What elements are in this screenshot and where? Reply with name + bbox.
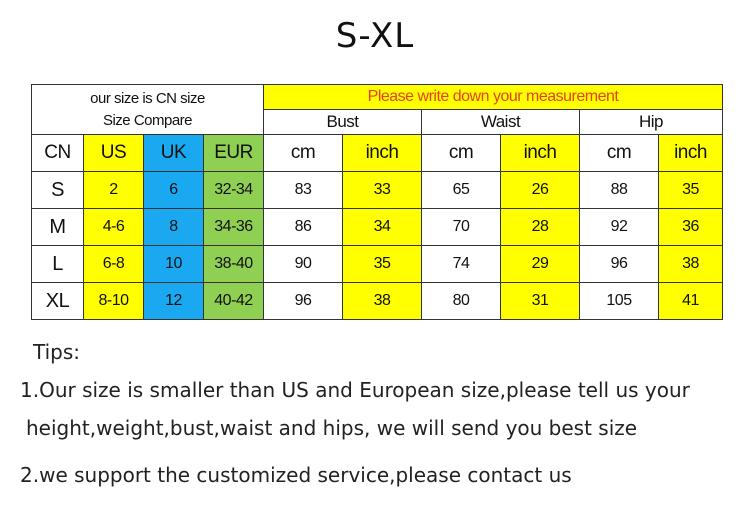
subheader-cm: cm bbox=[421, 134, 501, 172]
table-cell: 12 bbox=[143, 282, 204, 320]
tips-heading: Tips: bbox=[33, 340, 81, 364]
table-cell: 36 bbox=[658, 208, 723, 246]
page-title: S-XL bbox=[335, 16, 415, 56]
compare-line-1: our size is CN size bbox=[90, 89, 205, 107]
table-row: L 6-8 10 38-40 90 35 74 29 96 38 bbox=[31, 245, 723, 283]
table-cell: M bbox=[31, 208, 84, 246]
compare-line-2: Size Compare bbox=[102, 111, 193, 129]
table-cell: 8 bbox=[143, 208, 204, 246]
measurement-note: Please write down your measurement bbox=[263, 84, 723, 110]
table-row: S 2 6 32-34 83 33 65 26 88 35 bbox=[31, 171, 723, 209]
size-chart-table: our size is CN size Size Compare Please … bbox=[31, 84, 723, 320]
tip-line-3: 2.we support the customized service,plea… bbox=[20, 463, 572, 487]
table-cell: 65 bbox=[421, 171, 501, 209]
group-bust: Bust bbox=[263, 109, 422, 135]
subheader-uk: UK bbox=[143, 134, 204, 172]
table-cell: 74 bbox=[421, 245, 501, 283]
table-cell: 10 bbox=[143, 245, 204, 283]
table-cell: 33 bbox=[342, 171, 422, 209]
subheader-us: US bbox=[83, 134, 144, 172]
table-cell: 38 bbox=[658, 245, 723, 283]
table-cell: 38-40 bbox=[203, 245, 264, 283]
table-cell: 80 bbox=[421, 282, 501, 320]
table-cell: 86 bbox=[263, 208, 343, 246]
table-cell: 90 bbox=[263, 245, 343, 283]
table-cell: 29 bbox=[500, 245, 580, 283]
table-cell: 4-6 bbox=[83, 208, 144, 246]
table-cell: 2 bbox=[83, 171, 144, 209]
table-cell: XL bbox=[31, 282, 84, 320]
subheader-inch: inch bbox=[500, 134, 580, 172]
table-cell: 35 bbox=[342, 245, 422, 283]
table-cell: 28 bbox=[500, 208, 580, 246]
tip-line-1: 1.Our size is smaller than US and Europe… bbox=[20, 378, 690, 402]
table-cell: L bbox=[31, 245, 84, 283]
subheader-cm: cm bbox=[579, 134, 659, 172]
table-cell: S bbox=[31, 171, 84, 209]
table-cell: 34 bbox=[342, 208, 422, 246]
table-cell: 35 bbox=[658, 171, 723, 209]
table-row: M 4-6 8 34-36 86 34 70 28 92 36 bbox=[31, 208, 723, 246]
table-cell: 70 bbox=[421, 208, 501, 246]
table-cell: 38 bbox=[342, 282, 422, 320]
subheader-eur: EUR bbox=[203, 134, 264, 172]
table-cell: 8-10 bbox=[83, 282, 144, 320]
table-cell: 96 bbox=[579, 245, 659, 283]
subheader-inch: inch bbox=[342, 134, 422, 172]
table-cell: 26 bbox=[500, 171, 580, 209]
tip-line-2: height,weight,bust,waist and hips, we wi… bbox=[26, 416, 638, 440]
subheader-row: CN US UK EUR cm inch cm inch cm inch bbox=[31, 134, 723, 172]
table-cell: 32-34 bbox=[203, 171, 264, 209]
table-row: XL 8-10 12 40-42 96 38 80 31 105 41 bbox=[31, 282, 723, 320]
subheader-cn: CN bbox=[31, 134, 84, 172]
table-cell: 105 bbox=[579, 282, 659, 320]
table-cell: 6 bbox=[143, 171, 204, 209]
table-cell: 96 bbox=[263, 282, 343, 320]
size-compare-header: our size is CN size Size Compare bbox=[31, 84, 264, 135]
subheader-cm: cm bbox=[263, 134, 343, 172]
table-cell: 92 bbox=[579, 208, 659, 246]
table-cell: 6-8 bbox=[83, 245, 144, 283]
table-cell: 41 bbox=[658, 282, 723, 320]
subheader-inch: inch bbox=[658, 134, 723, 172]
table-cell: 88 bbox=[579, 171, 659, 209]
group-hip: Hip bbox=[579, 109, 723, 135]
table-cell: 40-42 bbox=[203, 282, 264, 320]
table-cell: 31 bbox=[500, 282, 580, 320]
group-waist: Waist bbox=[421, 109, 580, 135]
table-cell: 83 bbox=[263, 171, 343, 209]
table-cell: 34-36 bbox=[203, 208, 264, 246]
